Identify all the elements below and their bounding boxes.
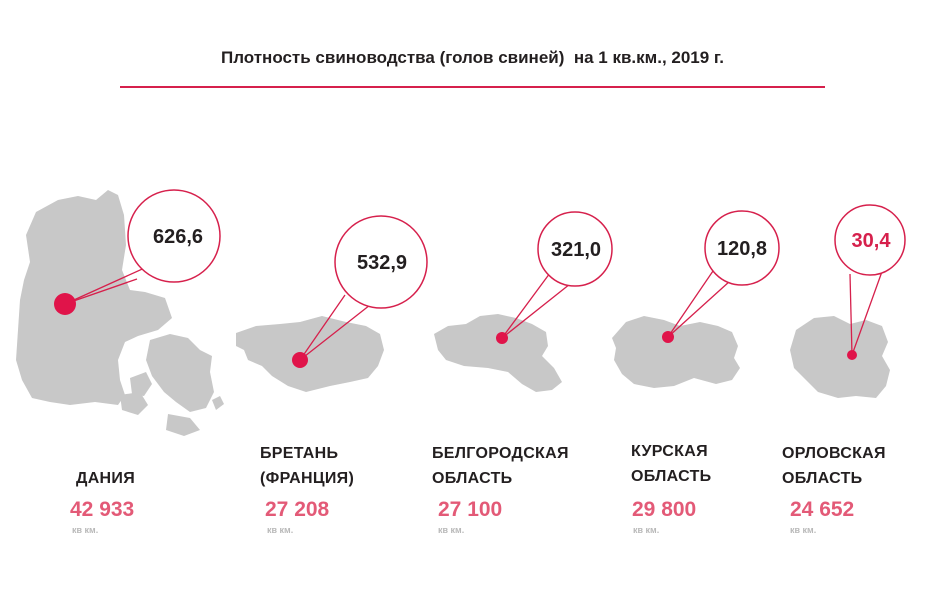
location-dot — [847, 350, 857, 360]
region-name-line: ОБЛАСТЬ — [631, 468, 712, 485]
title-underline — [120, 86, 825, 88]
region-area: 29 800 — [632, 498, 697, 521]
region-area: 24 652 — [790, 498, 855, 521]
callout-oryol: 30,4 — [834, 204, 906, 360]
value-bubble — [334, 215, 428, 309]
region-name-line: ОБЛАСТЬ — [782, 470, 863, 487]
location-dot — [496, 332, 508, 344]
location-dot — [292, 352, 308, 368]
region-name-line: КУРСКАЯ — [631, 443, 708, 460]
callout-brittany: 532,9 — [292, 215, 428, 368]
oryol-map — [790, 316, 890, 398]
region-name: БРЕТАНЬ (ФРАНЦИЯ) — [260, 441, 354, 491]
region-area: 27 208 — [265, 498, 330, 521]
value-bubble — [704, 210, 780, 286]
area-unit: кв км. — [267, 525, 294, 535]
density-value: 120,8 — [717, 238, 767, 260]
callout-denmark: 626,6 — [54, 189, 221, 315]
region-name-line: БЕЛГОРОДСКАЯ — [432, 445, 569, 462]
area-unit: кв км. — [72, 525, 99, 535]
value-bubble — [127, 189, 221, 283]
denmark-map — [16, 190, 224, 436]
value-bubble — [537, 211, 613, 287]
region-name-line: ОРЛОВСКАЯ — [782, 445, 886, 462]
region-name-line: (ФРАНЦИЯ) — [260, 470, 355, 487]
location-dot — [662, 331, 674, 343]
region-name-line: ОБЛАСТЬ — [432, 470, 513, 487]
area-unit: кв км. — [633, 525, 660, 535]
callout-kursk: 120,8 — [662, 210, 780, 343]
region-area: 27 100 — [438, 498, 503, 521]
callout-belgorod: 321,0 — [496, 211, 613, 344]
kursk-map — [612, 316, 740, 388]
region-name-line: ДАНИЯ — [76, 470, 136, 487]
chart-title: Плотность свиноводства (голов свиней) на… — [220, 48, 725, 67]
density-value: 626,6 — [153, 226, 203, 248]
value-bubble — [834, 204, 906, 276]
region-area: 42 933 — [70, 498, 135, 521]
region-name: КУРСКАЯ ОБЛАСТЬ — [631, 439, 711, 489]
brittany-map — [236, 316, 384, 392]
location-dot — [54, 293, 76, 315]
belgorod-map — [434, 314, 562, 392]
region-name-line: БРЕТАНЬ — [260, 445, 339, 462]
area-unit: кв км. — [438, 525, 465, 535]
region-name: БЕЛГОРОДСКАЯ ОБЛАСТЬ — [432, 441, 569, 491]
region-name: ДАНИЯ — [76, 466, 135, 491]
region-name: ОРЛОВСКАЯ ОБЛАСТЬ — [782, 441, 886, 491]
density-value: 532,9 — [357, 252, 407, 274]
density-value: 321,0 — [551, 239, 601, 261]
density-value: 30,4 — [852, 230, 892, 252]
area-unit: кв км. — [790, 525, 817, 535]
